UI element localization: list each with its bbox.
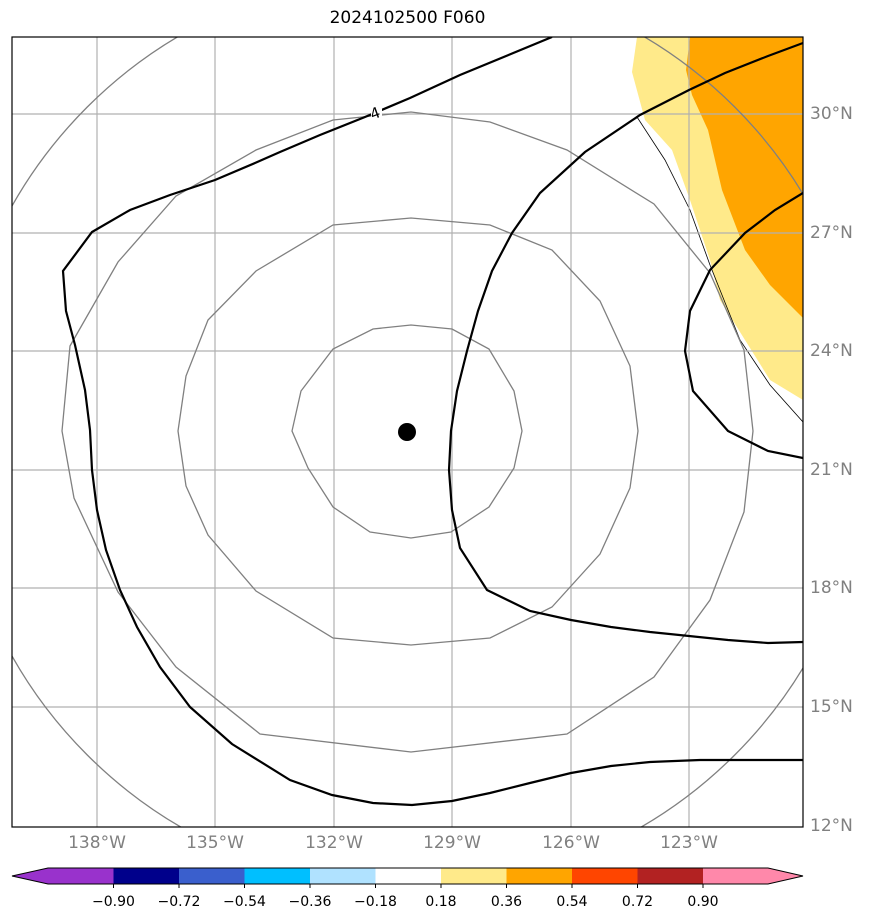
colorbar-bin [48,868,114,884]
lon-label: 135°W [186,833,244,853]
lon-label: 138°W [68,833,126,853]
colorbar-tick-label: 0.54 [556,894,588,910]
lon-label: 126°W [542,833,600,853]
black-contours [61,37,803,807]
lat-label: 24°N [810,341,853,361]
colorbar-extend-low [12,868,48,884]
lat-label: 18°N [810,578,853,598]
colorbar-tick-label: −0.18 [354,894,397,910]
positive-anomaly-fill-dark [686,37,803,318]
colorbar-tick-label: −0.72 [157,894,201,910]
colorbar-bin [179,868,245,884]
colorbar-bin [703,868,768,884]
lat-label: 30°N [810,104,853,124]
map-title: 2024102500 F060 [329,8,486,28]
colorbar-bin [506,868,572,884]
colorbar-tick-label: −0.54 [223,894,266,910]
colorbar-bin [572,868,638,884]
colorbar-bin [310,868,376,884]
longitude-gridlines [96,37,690,827]
range-rings [12,37,803,827]
colorbar-bin [375,868,441,884]
contour-label-box [371,103,382,120]
colorbar-bin [244,868,310,884]
colorbar-tick-label: 0.18 [425,894,457,910]
storm-center-dot [398,423,416,441]
colorbar-bin [441,868,507,884]
colorbar-bin [113,868,179,884]
colorbar-tick-label: 0.72 [621,894,654,910]
colorbar-tick-label: −0.36 [288,894,332,910]
colorbar-outline [11,867,804,885]
colorbar-ticks [113,884,704,888]
map-frame [11,36,804,828]
lat-label: 12°N [810,816,853,836]
lon-label: 123°W [660,833,718,853]
lat-label: 15°N [810,697,853,717]
lat-label: 27°N [810,223,853,243]
colorbar [11,867,804,888]
colorbar-extend-high [768,868,803,884]
lat-label: 21°N [810,460,853,480]
colorbar-tick-label: 0.90 [687,894,719,910]
colorbar-tick-label: −0.90 [92,894,135,910]
lon-label: 132°W [305,833,363,853]
colorbar-bin [637,868,703,884]
colorbar-tick-label: 0.36 [490,894,523,910]
lon-label: 129°W [423,833,481,853]
latitude-gridlines [12,113,803,708]
coastline [636,116,803,423]
